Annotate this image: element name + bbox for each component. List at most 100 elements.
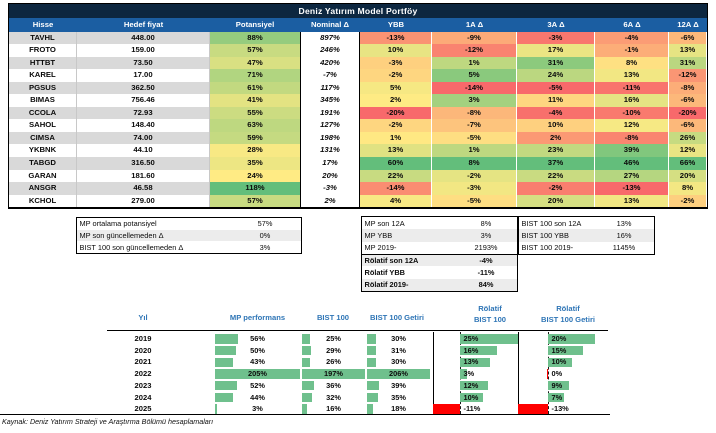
return-heat-cell: 2%: [360, 94, 432, 107]
nominal-delta-cell: 191%: [300, 106, 360, 120]
rolatif-bist100-bar: [460, 369, 467, 379]
portfolio-row-TAVHL: TAVHL 448.00 88% 897% -13% -9% -3% -4% -6%: [9, 31, 707, 45]
bist100-getiri-bar: [367, 404, 373, 414]
target-price-cell: 46.58: [77, 182, 210, 195]
return-heat-cell: -12%: [669, 69, 707, 82]
perf-year: 2024: [134, 392, 152, 402]
summary-label: BIST 100 2019-: [521, 243, 574, 253]
summary-value: 0%: [259, 231, 271, 241]
return-heat-cell: 8%: [595, 56, 669, 70]
return-heat-cell: 66%: [669, 156, 707, 170]
portfolio-row-PGSUS: PGSUS 362.50 61% 117% 5% -14% -5% -11% -8%: [9, 81, 707, 95]
summary-row: MP son 12A 8%: [362, 217, 517, 229]
bist100-bar: [302, 345, 312, 356]
portfolio-row-HTTBT: HTTBT 73.50 47% 420% -3% 1% 31% 8% 31%: [9, 56, 707, 70]
return-heat-cell: -1%: [595, 44, 669, 57]
column-header-hedef-fiyat: Hedef fiyat: [123, 20, 164, 29]
summary-value: -11%: [477, 268, 495, 278]
target-price-cell: 448.00: [77, 31, 210, 45]
nominal-delta-cell: 20%: [300, 169, 360, 183]
bist100-getiri-value: 31%: [391, 345, 406, 355]
summary-box-potansiyel: MP ortalama potansiyel 57% MP son güncelle…: [76, 217, 302, 255]
target-price-cell: 148.40: [77, 119, 210, 132]
return-heat-cell: -11%: [595, 81, 669, 95]
portfolio-table-header-row: Hisse Hedef fiyat Potansiyel Nominal Δ YBB 1A…: [9, 18, 707, 32]
target-price-cell: 279.00: [77, 194, 210, 208]
nominal-delta-cell: -7%: [300, 69, 360, 82]
rolatif-bist100-getiri-bar: [548, 357, 572, 367]
summary-row: BIST 100 son güncellemeden Δ 3%: [77, 241, 301, 253]
mp-performans-bar: [215, 334, 239, 344]
summary-row: Rölatif YBB -11%: [362, 266, 517, 278]
perf-col-header-rolatif-bist100-line2: BIST 100: [473, 315, 507, 324]
summary-value: 1145%: [612, 243, 636, 253]
portfolio-table-title: Deniz Yatırım Model Portföy: [9, 4, 707, 18]
potential-cell: 55%: [210, 106, 300, 120]
column-header-1a-delta: 1A Δ: [465, 20, 484, 29]
summary-label: Rölatif 2019-: [364, 280, 409, 290]
mp-performans-value: 56%: [250, 334, 265, 343]
bist100-getiri-bar: [367, 357, 377, 367]
ticker-cell: CCOLA: [9, 106, 77, 120]
nominal-delta-cell: 127%: [300, 119, 360, 132]
portfolio-row-KAREL: KAREL 17.00 71% -7% -2% 5% 24% 13% -12%: [9, 69, 707, 82]
portfolio-row-SAHOL: SAHOL 148.40 63% 127% -2% -7% 10% 12% -6%: [9, 119, 707, 132]
target-price-cell: 73.50: [77, 56, 210, 70]
portfolio-row-FROTO: FROTO 159.00 57% 246% 10% -12% 17% -1% 13%: [9, 44, 707, 57]
rolatif-bist100-value: 12%: [463, 380, 479, 390]
bist100-getiri-value: 18%: [391, 404, 406, 414]
return-heat-cell: 2%: [517, 131, 595, 145]
target-price-cell: 44.10: [77, 144, 210, 157]
summary-label: MP son güncellemeden Δ: [79, 231, 164, 241]
potential-cell: 35%: [210, 156, 300, 170]
bist100-getiri-value: 30%: [391, 334, 406, 343]
return-heat-cell: 4%: [360, 194, 432, 208]
perf-year: 2020: [134, 345, 152, 355]
bist100-bar: [302, 357, 311, 367]
column-header-ybb: YBB: [387, 20, 405, 29]
summary-row: Rölatif 2019- 84%: [362, 278, 517, 292]
mp-performans-bar: [215, 392, 234, 403]
return-heat-cell: -12%: [432, 44, 517, 57]
return-heat-cell: -14%: [432, 81, 517, 95]
potential-cell: 41%: [210, 94, 300, 107]
potential-cell: 24%: [210, 169, 300, 183]
return-heat-cell: 27%: [595, 169, 669, 183]
return-heat-cell: -8%: [595, 131, 669, 145]
rolatif-bist100-getiri-value: 15%: [551, 345, 567, 355]
ticker-cell: KAREL: [9, 69, 77, 82]
summary-label: BIST 100 YBB: [521, 231, 569, 241]
return-heat-cell: 1%: [432, 144, 517, 157]
potential-cell: 63%: [210, 119, 300, 132]
perf-header-underline: [107, 330, 608, 332]
perf-col-header-bist100-getiri: BIST 100 Getiri: [369, 313, 425, 322]
summary-value: 16%: [616, 231, 632, 241]
perf-col-header-rolatif-getiri: Rölatif BIST 100 Getiri: [522, 303, 614, 325]
portfolio-row-BIMAS: BIMAS 756.46 41% 345% 2% 3% 11% 16% -6%: [9, 94, 707, 107]
return-heat-cell: -13%: [595, 182, 669, 195]
return-heat-cell: 12%: [669, 144, 707, 157]
return-heat-cell: -2%: [360, 69, 432, 82]
return-heat-cell: 20%: [517, 194, 595, 208]
potential-cell: 28%: [210, 144, 300, 157]
bist100-getiri-value: 39%: [391, 380, 406, 390]
mp-performans-value: 44%: [250, 392, 265, 402]
bist100-bar: [302, 392, 313, 403]
perf-col-header-rolatif-bist100: Rölatif BIST 100: [445, 303, 535, 325]
perf-col-header-yil: Yıl: [138, 313, 148, 322]
summary-box-mp-performance: MP son 12A 8% MP YBB 3% MP 2019- 2193% Rölatif…: [361, 216, 518, 293]
return-heat-cell: 22%: [360, 169, 432, 183]
summary-value: 2193%: [474, 243, 498, 253]
rolatif-bist100-getiri-value: -13%: [551, 404, 569, 414]
nominal-delta-cell: -3%: [300, 182, 360, 195]
return-heat-cell: 26%: [669, 131, 707, 145]
bist100-bar: [302, 404, 308, 414]
target-price-cell: 756.46: [77, 94, 210, 107]
return-heat-cell: 31%: [669, 56, 707, 70]
nominal-delta-cell: 420%: [300, 56, 360, 70]
mp-performans-value: 52%: [250, 380, 265, 390]
return-heat-cell: -5%: [517, 81, 595, 95]
perf-bottom-rule: [0, 413, 610, 415]
portfolio-row-ANSGR: ANSGR 46.58 118% -3% -14% -3% -2% -13% 8%: [9, 182, 707, 195]
summary-row: BIST 100 son 12A 13%: [519, 217, 654, 229]
